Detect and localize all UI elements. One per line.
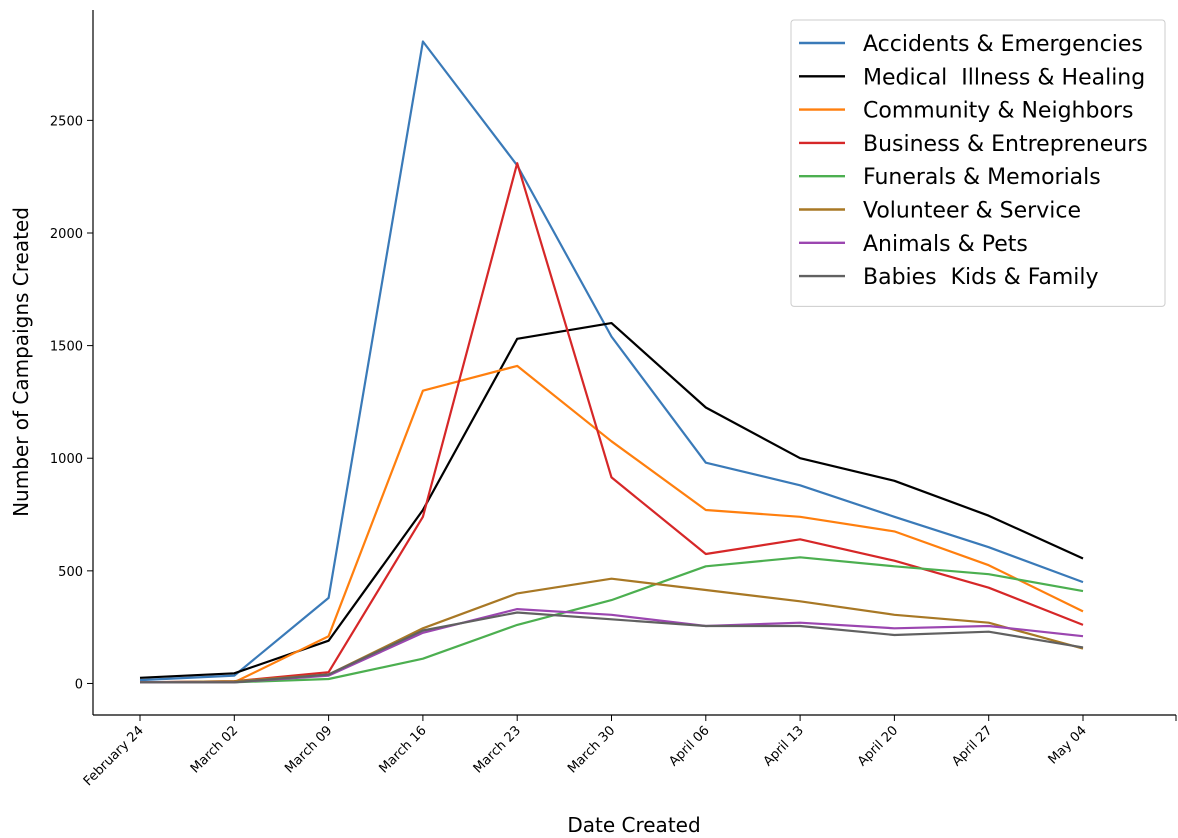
x-tick-label: March 02 [188,723,241,776]
series-line-medical-illness-healing [139,322,1084,679]
legend-label: Funerals & Memorials [863,165,1101,190]
y-tick-label: 1000 [50,452,83,467]
x-tick-label: April 06 [666,723,712,769]
x-tick-label: April 13 [761,723,807,769]
series-line-babies-kids-family [140,611,1084,684]
y-tick-label: 2000 [50,227,83,242]
y-tick-label: 2500 [50,114,83,129]
y-axis-title: Number of Campaigns Created [9,207,33,517]
y-tick-label: 0 [75,677,83,692]
x-axis-title: Date Created [567,813,700,837]
x-tick-label: February 24 [81,723,147,789]
legend-box [790,19,1166,307]
legend-label: Animals & Pets [863,232,1028,257]
legend-label: Volunteer & Service [863,199,1081,224]
x-tick-label: March 30 [565,723,618,776]
legend: Accidents & Emergencies Medical Illness &… [790,19,1166,307]
legend-label: Babies Kids & Family [863,265,1099,290]
series-line-accidents-emergencies [139,40,1084,682]
x-tick-label: March 09 [282,723,335,776]
x-tick-label: May 04 [1046,723,1090,767]
y-tick-label: 1500 [50,340,83,355]
legend-label: Medical Illness & Healing [863,65,1145,90]
series-line-funerals-memorials [140,556,1084,684]
x-tick-label: April 20 [855,723,901,769]
series-line-community-neighbors [140,364,1084,684]
x-tick-label: March 23 [471,723,524,776]
x-tick-label: April 27 [949,723,995,769]
series-line-volunteer-service [139,577,1084,684]
plot-area [139,40,1084,684]
legend-label: Business & Entrepreneurs [863,132,1148,157]
legend-label: Community & Neighbors [863,99,1133,124]
x-tick-label: March 16 [376,723,429,776]
legend-label: Accidents & Emergencies [863,32,1143,57]
y-tick-label: 500 [58,565,83,580]
